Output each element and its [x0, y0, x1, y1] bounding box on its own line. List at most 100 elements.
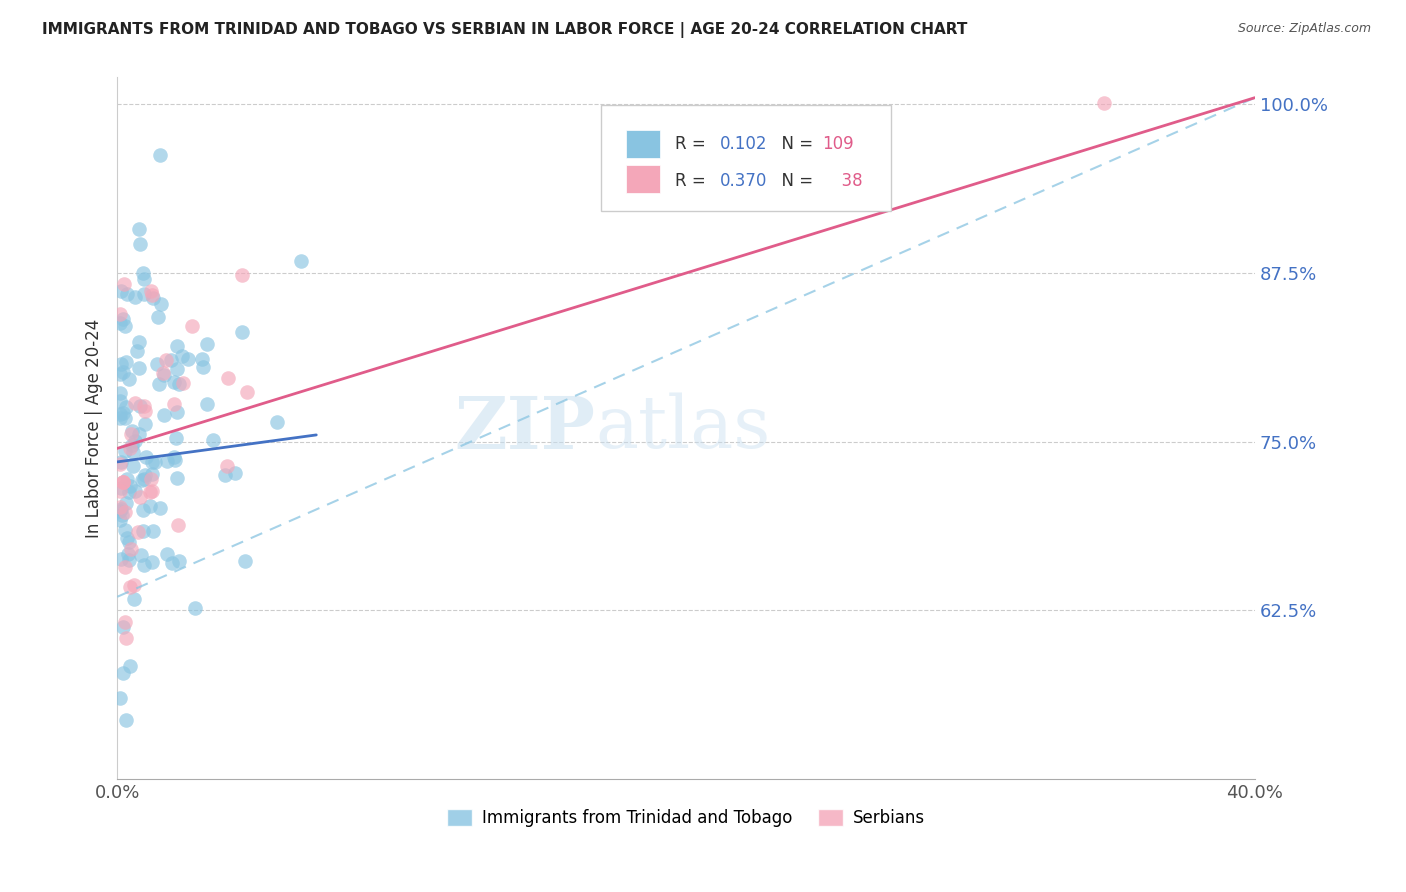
Point: [111, 365, 134, 379]
Point: [131, 503, 153, 517]
Point: [128, 360, 150, 375]
Point: [110, 481, 132, 495]
Point: [114, 505, 136, 519]
Point: [214, 467, 236, 482]
Point: [108, 483, 131, 498]
Point: [110, 455, 132, 469]
Point: [125, 343, 148, 358]
Point: [141, 483, 163, 498]
Point: [132, 399, 155, 413]
Point: [156, 453, 179, 467]
Point: [118, 659, 141, 673]
Point: [115, 354, 138, 368]
Point: [115, 532, 138, 546]
Point: [110, 501, 132, 516]
Point: [112, 277, 135, 292]
Point: [112, 666, 135, 681]
Point: [124, 290, 146, 304]
Point: [149, 500, 172, 515]
Point: [108, 386, 131, 401]
Point: [152, 408, 174, 422]
Point: [139, 284, 162, 298]
Point: [143, 455, 166, 469]
Text: IMMIGRANTS FROM TRINIDAD AND TOBAGO VS SERBIAN IN LABOR FORCE | AGE 20-24 CORREL: IMMIGRANTS FROM TRINIDAD AND TOBAGO VS S…: [42, 22, 967, 38]
Point: [217, 458, 239, 473]
Text: R =: R =: [675, 135, 710, 153]
Point: [165, 431, 187, 445]
Point: [115, 472, 138, 486]
Point: [201, 434, 224, 448]
Point: [110, 357, 132, 371]
Point: [134, 472, 156, 486]
Point: [146, 358, 169, 372]
Point: [167, 518, 190, 533]
Point: [149, 297, 172, 311]
Point: [114, 319, 136, 334]
Point: [108, 411, 131, 425]
Point: [110, 284, 132, 298]
Point: [128, 490, 150, 504]
Point: [120, 542, 142, 557]
Point: [122, 458, 145, 473]
Point: [118, 553, 141, 567]
Point: [121, 424, 143, 438]
Point: [172, 376, 194, 390]
Point: [108, 307, 131, 321]
Point: [233, 554, 256, 568]
FancyBboxPatch shape: [600, 105, 891, 211]
Point: [141, 555, 163, 569]
Point: [124, 484, 146, 499]
Point: [141, 467, 163, 481]
Text: Source: ZipAtlas.com: Source: ZipAtlas.com: [1237, 22, 1371, 36]
Point: [108, 690, 131, 705]
Point: [155, 353, 177, 368]
Point: [231, 268, 253, 282]
Point: [134, 417, 156, 431]
Point: [118, 479, 141, 493]
Point: [114, 411, 136, 425]
Point: [108, 368, 131, 382]
Point: [108, 457, 131, 471]
Text: 0.370: 0.370: [720, 171, 768, 190]
Point: [190, 352, 212, 367]
Text: atlas: atlas: [595, 392, 770, 464]
Point: [141, 288, 163, 302]
Point: [1092, 96, 1115, 111]
Point: [115, 632, 138, 646]
Text: N =: N =: [772, 171, 818, 190]
Point: [118, 372, 141, 386]
Point: [141, 524, 163, 538]
Point: [132, 286, 155, 301]
Point: [118, 484, 141, 499]
Point: [112, 475, 135, 489]
Point: [132, 271, 155, 285]
Point: [112, 406, 135, 420]
Point: [128, 335, 150, 350]
Point: [235, 385, 257, 400]
Point: [108, 504, 131, 518]
Point: [118, 581, 141, 595]
Point: [163, 396, 186, 410]
Text: 109: 109: [823, 135, 855, 153]
Point: [163, 375, 186, 389]
Point: [128, 426, 150, 441]
Point: [114, 444, 136, 458]
Point: [108, 394, 131, 409]
Point: [127, 525, 149, 540]
Point: [115, 714, 138, 728]
Point: [112, 475, 135, 489]
Legend: Immigrants from Trinidad and Tobago, Serbians: Immigrants from Trinidad and Tobago, Ser…: [440, 802, 931, 834]
Point: [162, 450, 184, 465]
Point: [266, 415, 288, 429]
Point: [132, 524, 155, 538]
Point: [160, 556, 183, 570]
Point: [197, 397, 219, 411]
Point: [114, 524, 136, 538]
Point: [121, 438, 143, 452]
Point: [122, 578, 145, 592]
Point: [124, 591, 146, 606]
Point: [163, 453, 186, 467]
Point: [134, 468, 156, 483]
Point: [180, 318, 202, 333]
Point: [124, 396, 146, 410]
